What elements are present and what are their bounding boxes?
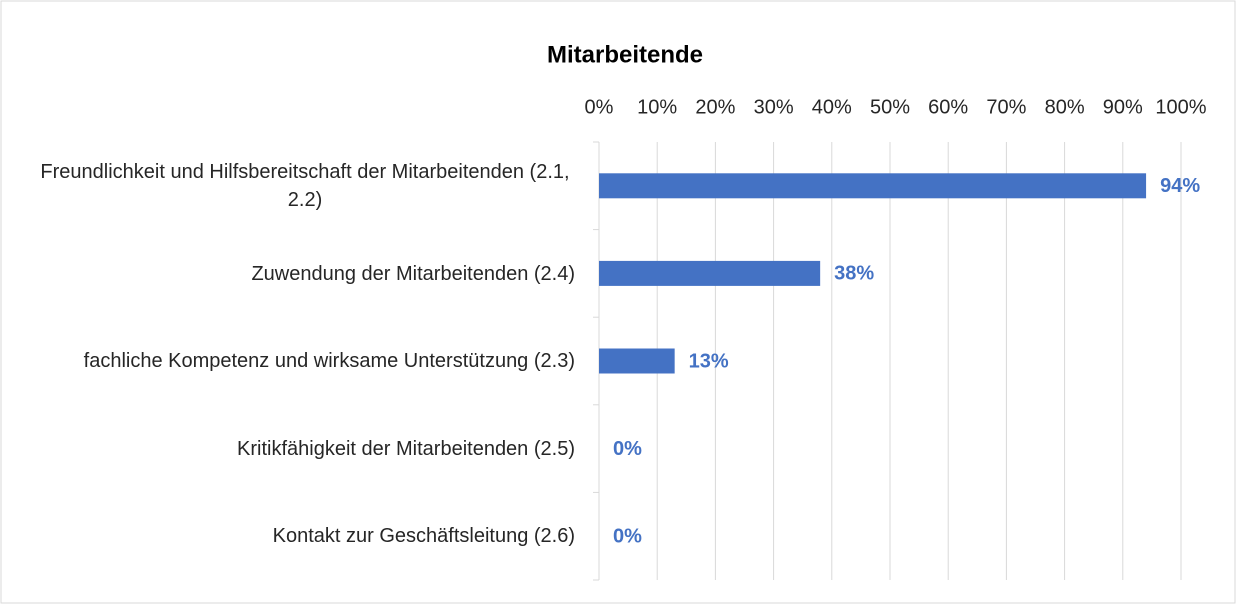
x-tick-label: 80%: [1045, 96, 1085, 118]
x-tick-label: 0%: [585, 96, 614, 118]
category-label-box: Kontakt zur Geschäftsleitung (2.6): [35, 492, 575, 580]
category-label-box: Kritikfähigkeit der Mitarbeitenden (2.5): [35, 405, 575, 493]
y-tick-label: Zuwendung der Mitarbeitenden (2.4): [251, 262, 575, 285]
x-tick-label: 90%: [1103, 96, 1143, 118]
chart-title: Mitarbeitende: [547, 41, 703, 68]
x-tick-label: 70%: [986, 96, 1026, 118]
bar: [599, 348, 675, 374]
bar: [599, 173, 1147, 199]
data-label: 0%: [613, 525, 642, 547]
x-tick-label: 50%: [870, 96, 910, 118]
bar: [599, 260, 821, 286]
y-tick-label: Freundlichkeit und Hilfsbereitschaft der…: [40, 161, 570, 211]
data-label: 0%: [613, 438, 642, 460]
x-tick-label: 30%: [754, 96, 794, 118]
category-label-box: Zuwendung der Mitarbeitenden (2.4): [35, 230, 575, 318]
data-label: 13%: [689, 350, 729, 372]
data-label: 38%: [834, 263, 874, 285]
category-label-box: Freundlichkeit und Hilfsbereitschaft der…: [35, 142, 575, 230]
x-tick-label: 40%: [812, 96, 852, 118]
y-tick-label: Kritikfähigkeit der Mitarbeitenden (2.5): [237, 437, 575, 460]
category-label-box: fachliche Kompetenz und wirksame Unterst…: [35, 317, 575, 405]
x-tick-label: 60%: [928, 96, 968, 118]
x-tick-label: 20%: [695, 96, 735, 118]
x-tick-label: 100%: [1155, 96, 1206, 118]
x-tick-label: 10%: [637, 96, 677, 118]
y-tick-label: fachliche Kompetenz und wirksame Unterst…: [83, 350, 575, 373]
y-tick-label: Kontakt zur Geschäftsleitung (2.6): [272, 525, 575, 548]
data-label: 94%: [1160, 175, 1200, 197]
